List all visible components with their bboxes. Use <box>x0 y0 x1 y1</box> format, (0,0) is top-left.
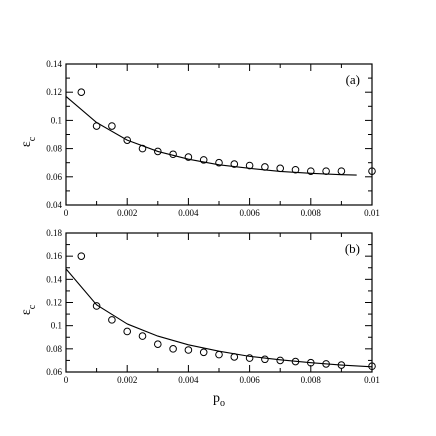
y-tick-label: 0.1 <box>51 321 62 331</box>
y-tick-label: 0.08 <box>46 144 62 154</box>
data-point <box>261 355 269 364</box>
data-point <box>230 160 239 168</box>
data-point <box>123 136 131 144</box>
x-axis-label: po <box>213 391 225 409</box>
x-tick-label: 0.006 <box>239 375 260 385</box>
y-axis-label-sub: c <box>27 304 38 309</box>
data-point <box>108 122 116 130</box>
data-point <box>199 156 208 164</box>
data-point <box>108 316 116 324</box>
data-point <box>77 252 86 260</box>
x-tick-label: 0 <box>64 208 69 218</box>
y-tick-label: 0.1 <box>51 115 62 125</box>
y-tick-label: 0.06 <box>46 172 62 182</box>
y-tick-label: 0.14 <box>46 59 62 69</box>
y-axis-label: εc <box>19 304 38 315</box>
y-tick-label: 0.14 <box>46 274 62 284</box>
data-point <box>245 354 254 362</box>
y-tick-label: 0.08 <box>46 344 62 354</box>
data-point <box>291 165 300 174</box>
panel-b: 0 0.002 0.004 0.006 0.008 0.01 0.06 0.08 0.1 0.12… <box>19 228 380 409</box>
y-tick-label: 0.12 <box>46 87 62 97</box>
data-point <box>337 167 346 175</box>
panel-label: (b) <box>345 241 360 256</box>
data-point <box>123 327 131 336</box>
fit-curve-line <box>65 96 357 176</box>
data-point <box>154 340 162 349</box>
y-tick-label: 0.06 <box>46 367 62 377</box>
data-point <box>368 167 376 175</box>
y-axis-label: εc <box>19 136 38 147</box>
y-axis-label-main: ε <box>19 309 34 315</box>
x-tick-label: 0.01 <box>364 375 380 385</box>
x-tick-label: 0 <box>64 375 69 385</box>
x-tick-label: 0.01 <box>364 208 380 218</box>
fit-curve-line <box>65 268 373 368</box>
y-axis-label-sub: c <box>27 136 38 141</box>
x-tick-label: 0.002 <box>117 375 137 385</box>
data-point <box>199 348 208 357</box>
x-tick-label: 0.004 <box>178 375 199 385</box>
data-point <box>276 164 285 173</box>
x-axis-label-main: p <box>213 391 220 406</box>
y-axis-label-main: ε <box>19 141 34 147</box>
data-point <box>307 167 315 175</box>
x-tick-label: 0.006 <box>239 208 260 218</box>
x-axis-label-sub: o <box>220 398 225 409</box>
panel-a: 0 0.002 0.004 0.006 0.008 0.01 0.04 0.06 0.08 0.1… <box>19 59 380 218</box>
x-tick-label: 0.008 <box>301 208 322 218</box>
y-tick-label: 0.12 <box>46 298 62 308</box>
data-point <box>169 345 177 353</box>
data-point <box>184 346 193 354</box>
data-point <box>184 153 193 161</box>
x-tick-label: 0.002 <box>117 208 137 218</box>
data-point <box>77 88 86 96</box>
plot-frame <box>65 63 373 206</box>
panel-label: (a) <box>346 72 360 87</box>
x-tick-label: 0.004 <box>178 208 199 218</box>
y-tick-label: 0.16 <box>46 251 62 261</box>
y-tick-label: 0.04 <box>46 200 62 210</box>
x-tick-label: 0.008 <box>301 375 322 385</box>
y-tick-label: 0.18 <box>46 228 62 238</box>
data-point <box>92 302 101 310</box>
data-point <box>215 350 223 359</box>
data-point <box>138 332 147 340</box>
data-point <box>154 147 162 156</box>
data-point <box>215 158 223 167</box>
